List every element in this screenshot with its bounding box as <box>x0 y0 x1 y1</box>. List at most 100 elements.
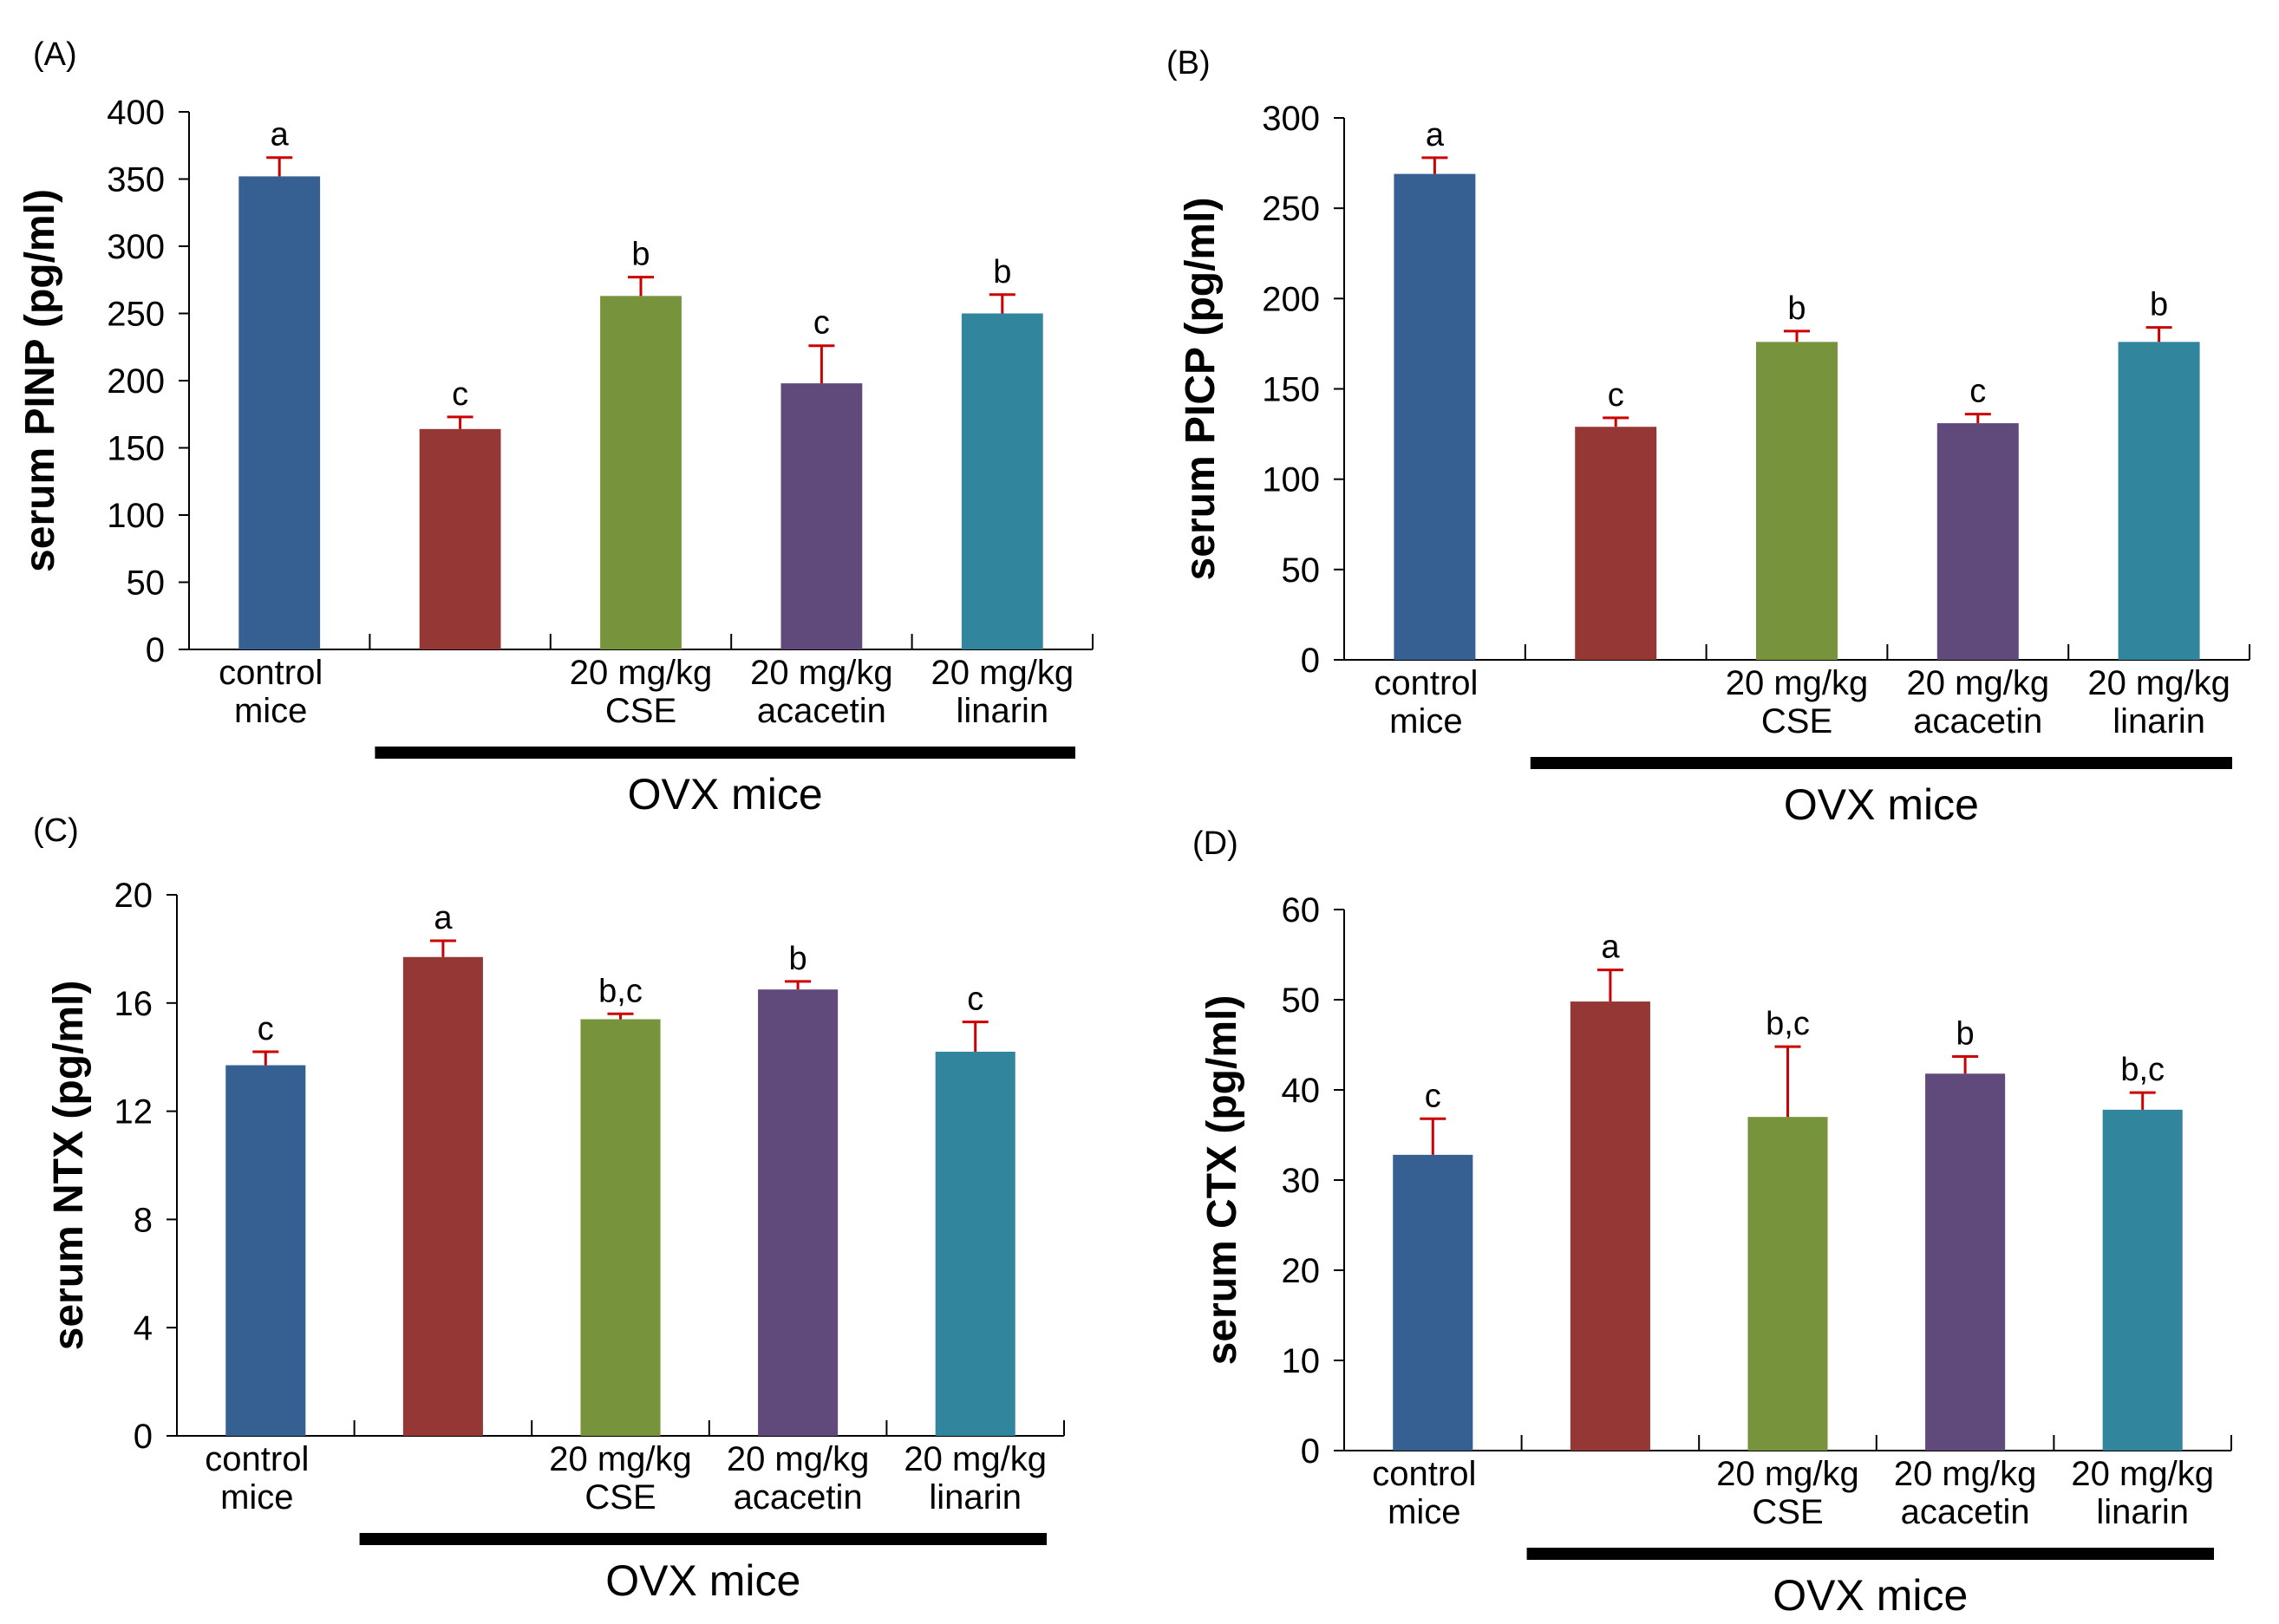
y-axis-title: serum PINP (pg/ml) <box>17 189 63 572</box>
x-tick-label: 20 mg/kg <box>2071 1455 2214 1493</box>
y-tick-label: 16 <box>114 985 153 1023</box>
y-tick-label: 0 <box>134 1418 153 1456</box>
bar <box>419 428 501 649</box>
x-tick-label: 20 mg/kg <box>931 654 1074 692</box>
significance-label: a <box>1426 117 1445 153</box>
significance-label: a <box>1601 929 1620 966</box>
x-tick-label: mice <box>1389 702 1462 740</box>
x-tick-label: linarin <box>956 692 1048 730</box>
y-tick-label: 40 <box>1282 1072 1321 1110</box>
y-tick-label: 50 <box>1282 551 1321 590</box>
bar <box>758 989 839 1436</box>
group-label: OVX mice <box>628 770 823 819</box>
significance-label: b <box>789 941 807 977</box>
x-tick-label: control <box>219 654 323 692</box>
bar <box>2102 1109 2183 1451</box>
x-tick-label: control <box>205 1440 309 1478</box>
x-tick-label: acacetin <box>1901 1493 2030 1531</box>
x-tick-label: linarin <box>2112 702 2205 740</box>
x-tick-label: mice <box>1388 1493 1460 1531</box>
significance-label: c <box>1969 374 1986 410</box>
y-tick-label: 4 <box>134 1309 153 1347</box>
x-tick-label: 20 mg/kg <box>2087 664 2230 702</box>
significance-label: b,c <box>2120 1052 2165 1088</box>
x-tick-label: linarin <box>2096 1493 2189 1531</box>
significance-label: b <box>631 237 650 273</box>
x-tick-label: acacetin <box>734 1478 863 1516</box>
significance-label: c <box>1608 377 1624 414</box>
y-tick-label: 8 <box>134 1201 153 1239</box>
bar <box>1393 1154 1473 1451</box>
significance-label: b <box>1787 290 1806 327</box>
ovx-group-bar <box>1530 757 2232 769</box>
x-tick-label: acacetin <box>1913 702 2042 740</box>
panel-label: (C) <box>33 812 79 849</box>
bar <box>580 1019 661 1436</box>
y-tick-label: 20 <box>114 877 153 915</box>
ovx-group-bar <box>359 1533 1048 1545</box>
y-axis-title: serum CTX (pg/ml) <box>1199 995 1245 1366</box>
bar <box>225 1065 306 1436</box>
y-tick-label: 100 <box>1262 461 1320 499</box>
y-tick-label: 12 <box>114 1093 153 1132</box>
bar <box>780 383 863 649</box>
bar <box>1575 427 1657 660</box>
x-tick-label: linarin <box>929 1478 1022 1516</box>
bar <box>1925 1073 2006 1451</box>
significance-label: c <box>258 1011 274 1047</box>
panel-label: (B) <box>1166 45 1211 82</box>
significance-label: b,c <box>1766 1006 1810 1042</box>
x-tick-label: CSE <box>1761 702 1832 740</box>
significance-label: b,c <box>598 973 643 1009</box>
significance-label: c <box>1425 1078 1441 1114</box>
panel-label: (D) <box>1192 825 1238 862</box>
x-tick-label: CSE <box>1752 1493 1823 1531</box>
bar <box>1756 342 1838 660</box>
y-tick-label: 0 <box>146 631 165 669</box>
y-tick-label: 20 <box>1282 1252 1321 1290</box>
bar <box>935 1051 1015 1436</box>
significance-label: a <box>271 117 290 153</box>
y-tick-label: 300 <box>1262 100 1320 138</box>
significance-label: b <box>993 254 1011 290</box>
x-tick-label: acacetin <box>757 692 886 730</box>
x-tick-label: control <box>1372 1455 1476 1493</box>
y-tick-label: 150 <box>107 430 165 468</box>
y-tick-label: 300 <box>107 228 165 266</box>
y-tick-label: 50 <box>127 564 166 603</box>
y-tick-label: 30 <box>1282 1162 1321 1200</box>
x-tick-label: mice <box>234 692 307 730</box>
x-tick-label: 20 mg/kg <box>570 654 713 692</box>
chart-panel: (B) 0 50 100 150 200 250 300 serum PICP (pg/ml) a… <box>1166 45 2250 829</box>
x-tick-label: mice <box>220 1478 293 1516</box>
bar <box>600 296 682 649</box>
chart-panel: (A) 0 50 100 150 200 250 300 350 400 serum PINP (p… <box>17 36 1094 819</box>
y-axis-title: serum PICP (pg/ml) <box>1178 198 1224 581</box>
x-tick-label: CSE <box>605 692 676 730</box>
panel-label: (A) <box>33 36 77 73</box>
y-tick-label: 200 <box>1262 280 1320 318</box>
chart-panel: (C) 0 4 8 12 16 20 serum NTX (pg/ml) c controlmic… <box>33 812 1065 1605</box>
x-tick-label: 20 mg/kg <box>1894 1455 2037 1493</box>
y-tick-label: 50 <box>1282 982 1321 1020</box>
y-tick-label: 60 <box>1282 891 1321 929</box>
y-tick-label: 250 <box>107 296 165 334</box>
y-tick-label: 10 <box>1282 1342 1321 1380</box>
significance-label: b <box>1956 1016 1975 1053</box>
y-tick-label: 200 <box>107 362 165 401</box>
ovx-group-bar <box>1526 1548 2214 1560</box>
significance-label: c <box>813 305 830 342</box>
y-tick-label: 100 <box>107 497 165 535</box>
x-tick-label: 20 mg/kg <box>727 1440 870 1478</box>
x-tick-label: 20 mg/kg <box>750 654 893 692</box>
x-tick-label: 20 mg/kg <box>1716 1455 1859 1493</box>
bar <box>961 313 1043 649</box>
bar <box>1570 1001 1650 1451</box>
bar <box>2118 342 2200 660</box>
y-tick-label: 400 <box>107 94 165 132</box>
x-tick-label: 20 mg/kg <box>1907 664 2050 702</box>
y-axis-title: serum NTX (pg/ml) <box>46 981 92 1351</box>
x-tick-label: 20 mg/kg <box>1726 664 1869 702</box>
y-tick-label: 350 <box>107 161 165 199</box>
